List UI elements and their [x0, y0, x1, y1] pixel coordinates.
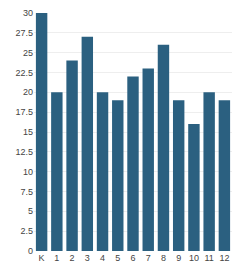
svg-text:0: 0: [28, 246, 33, 256]
svg-text:1: 1: [54, 253, 59, 263]
svg-text:7: 7: [146, 253, 151, 263]
svg-text:2.5: 2.5: [20, 226, 33, 236]
svg-text:27.5: 27.5: [15, 28, 33, 38]
svg-text:12.5: 12.5: [15, 147, 33, 157]
svg-text:17.5: 17.5: [15, 107, 33, 117]
svg-text:10: 10: [189, 253, 199, 263]
svg-text:3: 3: [85, 253, 90, 263]
svg-text:10: 10: [23, 167, 33, 177]
svg-text:4: 4: [100, 253, 105, 263]
svg-text:K: K: [39, 253, 45, 263]
svg-text:5: 5: [115, 253, 120, 263]
svg-text:6: 6: [130, 253, 135, 263]
svg-text:22.5: 22.5: [15, 68, 33, 78]
svg-text:5: 5: [28, 206, 33, 216]
svg-text:2: 2: [70, 253, 75, 263]
svg-text:30: 30: [23, 8, 33, 18]
svg-text:8: 8: [161, 253, 166, 263]
svg-text:11: 11: [204, 253, 213, 263]
svg-text:15: 15: [23, 127, 33, 137]
svg-text:20: 20: [23, 87, 33, 97]
svg-text:9: 9: [176, 253, 181, 263]
svg-text:25: 25: [23, 48, 33, 58]
svg-text:12: 12: [219, 253, 229, 263]
svg-text:7.5: 7.5: [20, 187, 33, 197]
